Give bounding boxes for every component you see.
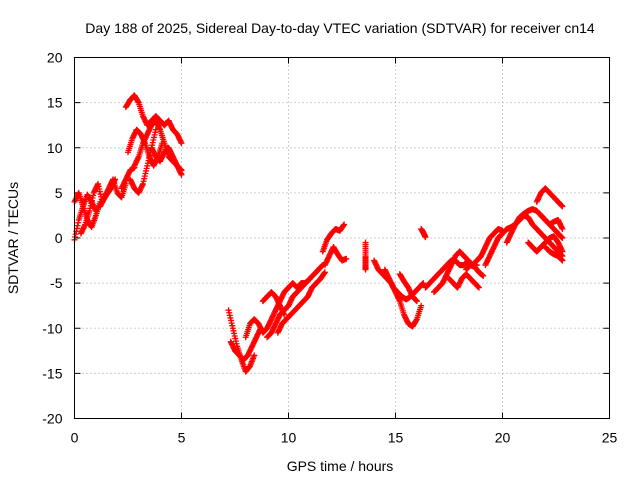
y-axis-label: SDTVAR / TECUs	[5, 182, 21, 294]
x-tick-label: 0	[71, 430, 79, 446]
series-trace-aa	[446, 271, 482, 291]
data-point	[321, 269, 328, 276]
x-tick-labels: 0 5 10 15 20 25	[71, 430, 618, 446]
series-trace-p	[274, 269, 328, 336]
series-trace-ae	[525, 233, 566, 255]
y-tick-label: -10	[42, 320, 62, 336]
data-point	[341, 221, 348, 228]
series-trace-q	[259, 289, 288, 318]
x-tick-label: 25	[602, 430, 618, 446]
series-trace-n	[242, 275, 313, 341]
y-tick-label: -5	[50, 275, 63, 291]
series-trace-r	[319, 221, 348, 255]
data-point	[422, 234, 429, 241]
data-point	[475, 284, 482, 291]
y-tick-label: 5	[55, 185, 63, 201]
y-tick-label: 0	[55, 230, 63, 246]
series-trace-af	[533, 185, 566, 210]
data-point	[420, 280, 427, 287]
data-point	[559, 248, 566, 255]
series-trace-ab	[463, 262, 487, 279]
data-point	[559, 203, 566, 210]
x-tick-label: 10	[281, 430, 297, 446]
data-point	[362, 266, 369, 273]
y-tick-label: 15	[47, 95, 63, 111]
data-point	[178, 171, 185, 178]
chart-title: Day 188 of 2025, Sidereal Day-to-day VTE…	[85, 20, 595, 36]
series-trace-x	[418, 225, 429, 241]
series-trace-ag	[538, 212, 566, 232]
plot-frame	[74, 57, 610, 419]
x-tick-label: 15	[388, 430, 404, 446]
data-point	[480, 272, 487, 279]
data-point	[343, 255, 350, 262]
series-trace-w	[396, 271, 420, 305]
data-point	[559, 225, 566, 232]
y-tick-labels: -20 -15 -10 -5 0 5 10 15 20	[42, 50, 62, 427]
series-trace-m	[227, 325, 264, 363]
data-point	[413, 298, 420, 305]
series-trace-z	[431, 225, 506, 296]
x-axis-label: GPS time / hours	[287, 458, 394, 474]
y-tick-label: 20	[47, 50, 63, 66]
x-tick-label: 20	[495, 430, 511, 446]
y-tick-label: -15	[42, 365, 62, 381]
data-point	[281, 311, 288, 318]
series-trace-c	[77, 180, 106, 237]
data-point	[559, 235, 566, 241]
series-trace-e	[99, 176, 119, 205]
series-trace-s	[321, 244, 350, 269]
series-trace-ah	[542, 244, 566, 264]
data-point	[178, 140, 185, 147]
y-tick-label: -20	[42, 411, 62, 427]
grid-lines	[74, 57, 610, 419]
y-tick-label: 10	[47, 140, 63, 156]
series-trace-k	[148, 144, 185, 178]
series-trace-t	[362, 239, 369, 273]
data-point	[559, 257, 566, 264]
series-trace-a	[71, 191, 99, 243]
data-point	[251, 352, 258, 359]
series-trace-v	[381, 266, 427, 303]
data-point	[112, 176, 119, 183]
x-tick-label: 5	[178, 430, 186, 446]
data-point	[418, 302, 425, 309]
data-points	[71, 92, 566, 375]
